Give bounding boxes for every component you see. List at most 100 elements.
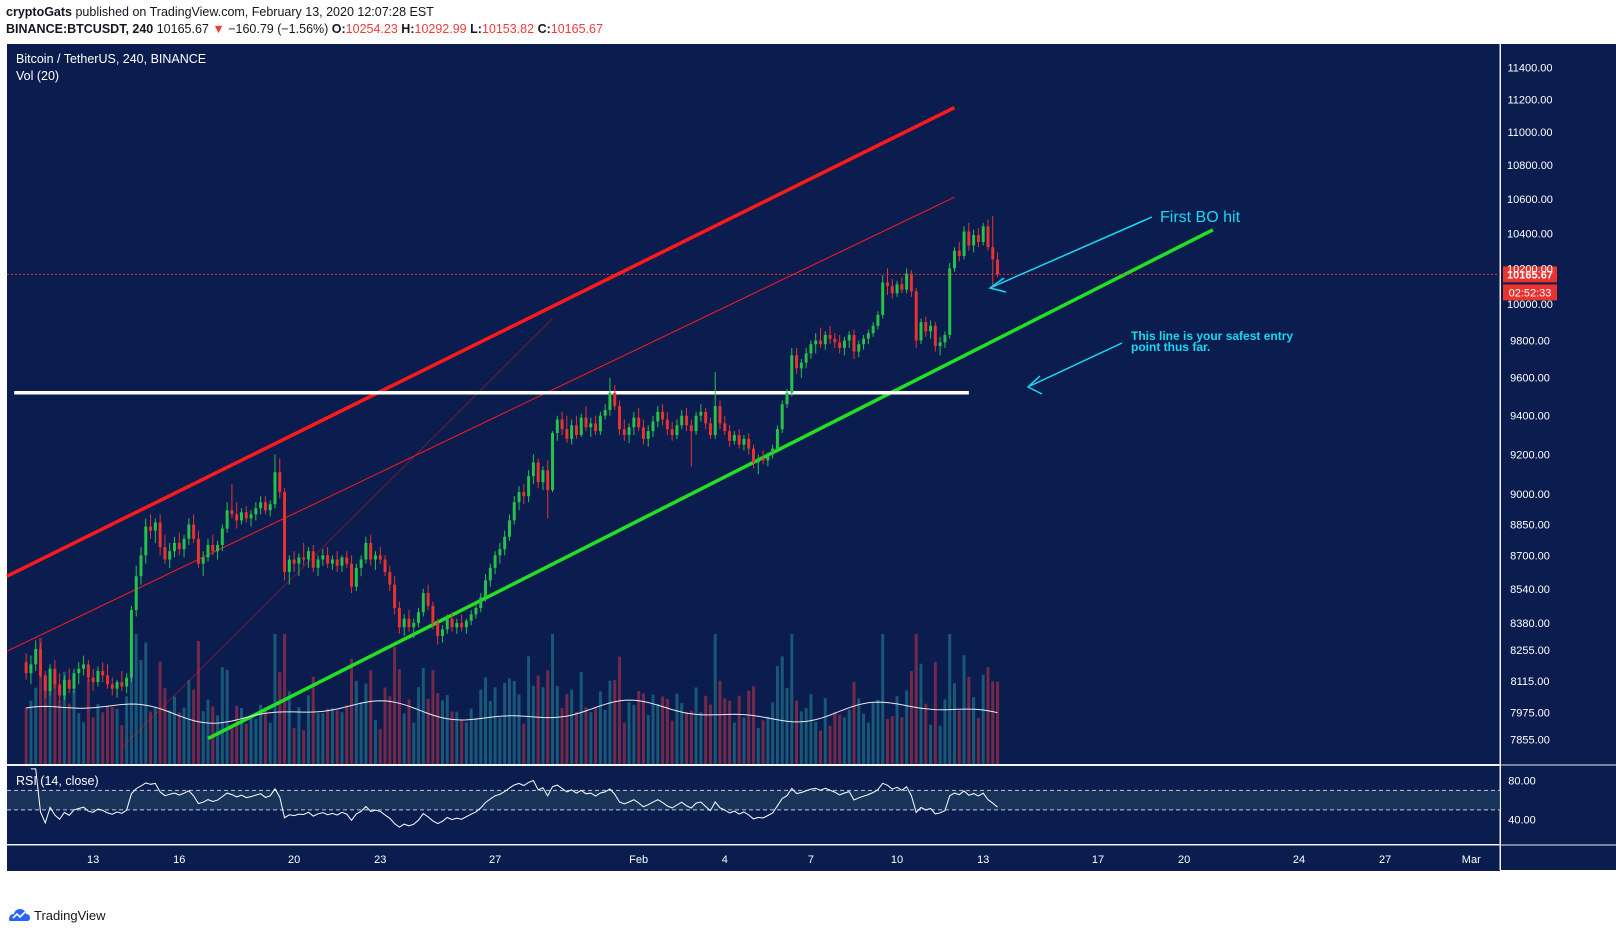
candle-body: [182, 538, 186, 550]
rsi-line: [30, 768, 998, 828]
candle-body: [847, 334, 851, 341]
publish-date: published on TradingView.com, February 1…: [75, 5, 434, 19]
candle-body: [814, 340, 818, 345]
candle-body: [924, 322, 928, 332]
volume-bar: [287, 691, 291, 764]
volume-bar: [498, 717, 502, 764]
price-tick-label: 8700.00: [1510, 550, 1550, 562]
rsi-tick-label: 40.00: [1508, 815, 1536, 827]
volume-bar: [230, 726, 234, 764]
candle-body: [618, 406, 621, 430]
volume-bar: [321, 713, 325, 764]
volume-bar: [833, 711, 837, 764]
candle-body: [775, 429, 779, 449]
tradingview-brand[interactable]: TradingView: [34, 908, 106, 923]
volume-bar: [134, 634, 138, 764]
volume-bar: [555, 685, 559, 764]
candle-body: [752, 448, 755, 463]
candle-body: [163, 547, 167, 560]
volume-bar: [249, 716, 253, 764]
volume-bar: [847, 709, 851, 764]
candle-body: [728, 431, 732, 441]
candle-body: [546, 470, 550, 491]
volume-bar: [345, 705, 349, 764]
candle-body: [536, 462, 540, 483]
candle-body: [943, 334, 947, 343]
candle-body: [991, 247, 995, 260]
candle-body: [675, 425, 679, 435]
volume-bar: [541, 687, 545, 764]
price-tick-label: 7855.00: [1510, 735, 1550, 747]
volume-bar: [192, 689, 196, 764]
candle-body: [833, 338, 837, 343]
volume-indicator-label: Vol (20): [16, 69, 59, 83]
volume-bar: [354, 680, 358, 764]
time-tick-label: 24: [1293, 854, 1305, 866]
volume-bar: [933, 662, 937, 764]
last-price-tag-label: 10165.67: [1507, 269, 1553, 281]
volume-bar: [431, 670, 435, 764]
volume-bar: [474, 717, 478, 764]
volume-bar: [244, 723, 248, 764]
candle-body: [713, 406, 717, 435]
candle-body: [460, 622, 464, 628]
volume-bar: [67, 703, 71, 764]
candle-body: [622, 429, 626, 435]
volume-bar: [866, 722, 870, 764]
candle-body: [244, 512, 248, 519]
candle-body: [641, 427, 645, 439]
volume-bar: [460, 720, 464, 764]
candle-body: [790, 355, 794, 393]
volume-bar: [77, 713, 81, 764]
volume-bar: [168, 710, 172, 764]
price-tick-label: 11200.00: [1507, 95, 1552, 107]
candle-body: [962, 231, 966, 256]
volume-bar: [689, 710, 693, 764]
candle-body: [948, 268, 952, 335]
candle-body: [340, 557, 344, 566]
volume-bar: [512, 681, 516, 764]
price-tick-label: 9800.00: [1510, 335, 1550, 347]
candle-body: [799, 362, 803, 369]
faint-fan-line: [121, 318, 553, 749]
rsi-band-fill: [7, 790, 1500, 810]
volume-bar: [804, 708, 808, 764]
volume-bar: [579, 671, 583, 764]
candle-body: [249, 514, 253, 519]
author-name[interactable]: cryptoGats: [6, 5, 72, 19]
volume-bar: [235, 705, 239, 764]
price-tick-label: 11000.00: [1507, 127, 1552, 139]
candle-body: [929, 325, 933, 332]
countdown-tag-label: 02:52:33: [1509, 287, 1552, 299]
last-price-tag: [1503, 266, 1557, 283]
price-tick-label: 11400.00: [1507, 63, 1552, 75]
price-tick-label: 10800.00: [1507, 160, 1553, 172]
volume-bar: [613, 679, 617, 764]
candle-body: [584, 417, 588, 428]
candle-body: [306, 551, 310, 560]
volume-bar: [263, 707, 267, 764]
price-chart[interactable]: 10165.67 02:52:33 First BO hit This line is…: [0, 44, 1616, 904]
volume-bar: [732, 722, 736, 764]
volume-bar: [29, 700, 33, 764]
volume-bar: [914, 634, 918, 764]
volume-bar: [297, 707, 301, 764]
volume-bar: [589, 712, 593, 764]
candle-body: [259, 502, 263, 509]
volume-bar: [34, 687, 38, 764]
volume-bar: [445, 695, 449, 764]
candle-body: [809, 344, 813, 354]
candle-body: [273, 472, 277, 505]
candle-body: [972, 234, 976, 246]
chart-title: Bitcoin / TetherUS, 240, BINANCE: [16, 52, 206, 66]
last-price: 10165.67: [156, 22, 209, 36]
candle-body: [613, 392, 617, 407]
price-tick-label: 8380.00: [1510, 618, 1550, 630]
volume-bar: [144, 642, 148, 764]
tradingview-logo-icon[interactable]: [6, 905, 32, 925]
volume-bar: [886, 719, 889, 764]
volume-bar: [565, 693, 569, 764]
candle-body: [187, 524, 191, 539]
volume-bar: [742, 717, 746, 764]
candle-body: [795, 355, 799, 369]
